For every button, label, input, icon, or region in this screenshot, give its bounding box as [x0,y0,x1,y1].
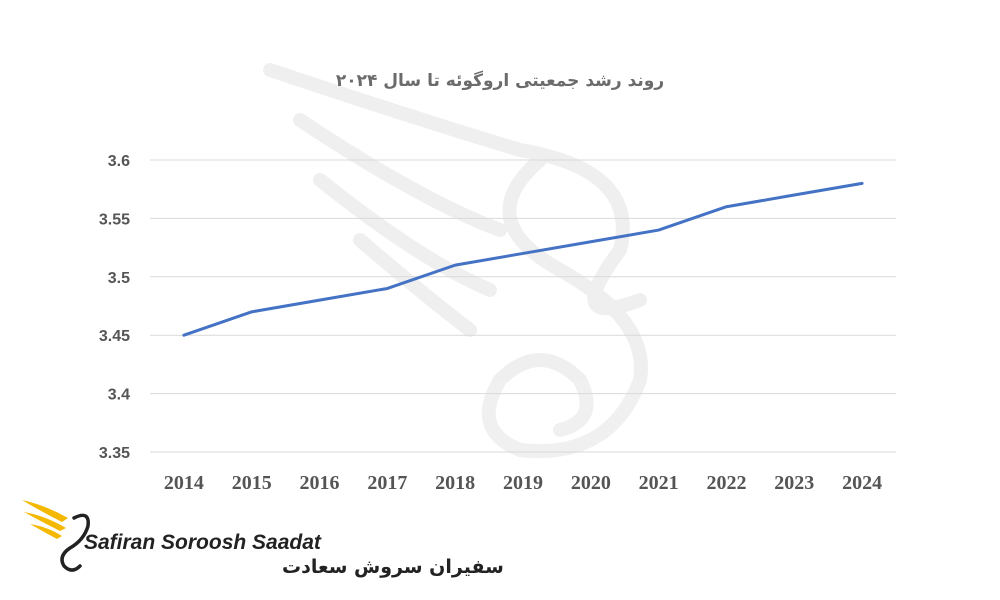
x-tick-label: 2018 [435,472,475,494]
x-tick-label: 2015 [232,472,272,494]
swan-logo-icon [22,500,90,572]
y-axis-ticks: 3.35 3.4 3.45 3.5 3.55 3.6 [99,153,130,462]
watermark-swan [263,63,648,459]
x-tick-label: 2022 [706,472,746,494]
company-logo: Safiran Soroosh Saadat سفیران سروش سعادت [22,500,504,578]
x-tick-label: 2019 [503,472,543,494]
y-tick-label: 3.4 [108,387,130,404]
x-tick-label: 2021 [639,472,679,494]
x-tick-label: 2020 [571,472,611,494]
y-tick-label: 3.5 [108,270,130,287]
logo-name-en: Safiran Soroosh Saadat [84,531,322,554]
gridlines [150,159,896,453]
x-tick-label: 2016 [300,472,340,494]
y-tick-label: 3.6 [108,153,130,170]
series-layer [182,181,864,337]
y-tick-label: 3.45 [99,328,130,345]
x-tick-label: 2024 [842,472,882,494]
y-tick-label: 3.55 [99,211,130,228]
x-tick-label: 2014 [164,472,204,494]
logo-name-fa: سفیران سروش سعادت [282,556,504,578]
x-tick-label: 2017 [367,472,407,494]
x-tick-label: 2023 [774,472,814,494]
x-axis-ticks: 2014 2015 2016 2017 2018 2019 2020 2021 2022 2023… [164,472,882,494]
y-tick-label: 3.35 [99,445,130,462]
series-line [182,181,864,337]
chart-title: روند رشد جمعیتی اروگوئه تا سال ۲۰۲۴ [336,70,664,91]
